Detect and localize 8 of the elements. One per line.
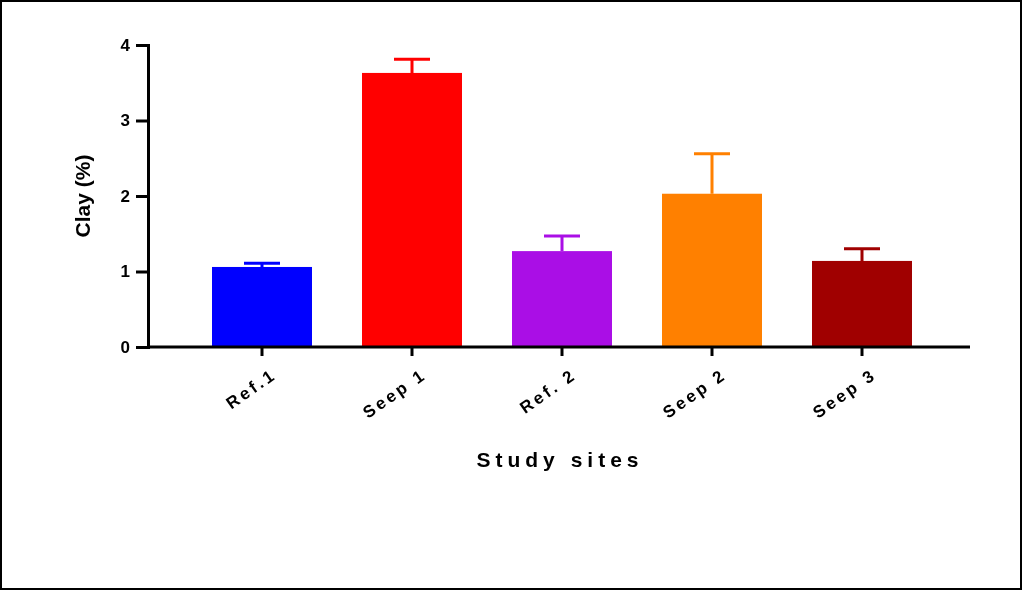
- y-axis-title: Clay (%): [71, 154, 94, 238]
- y-tick-label: 3: [120, 111, 130, 131]
- y-tick-label: 2: [120, 186, 130, 206]
- y-tick-label: 0: [120, 337, 130, 357]
- y-tick-label: 1: [120, 262, 130, 282]
- x-axis-title: Study sites: [476, 448, 644, 471]
- y-tick-label: 4: [120, 35, 131, 55]
- bar: [212, 266, 312, 347]
